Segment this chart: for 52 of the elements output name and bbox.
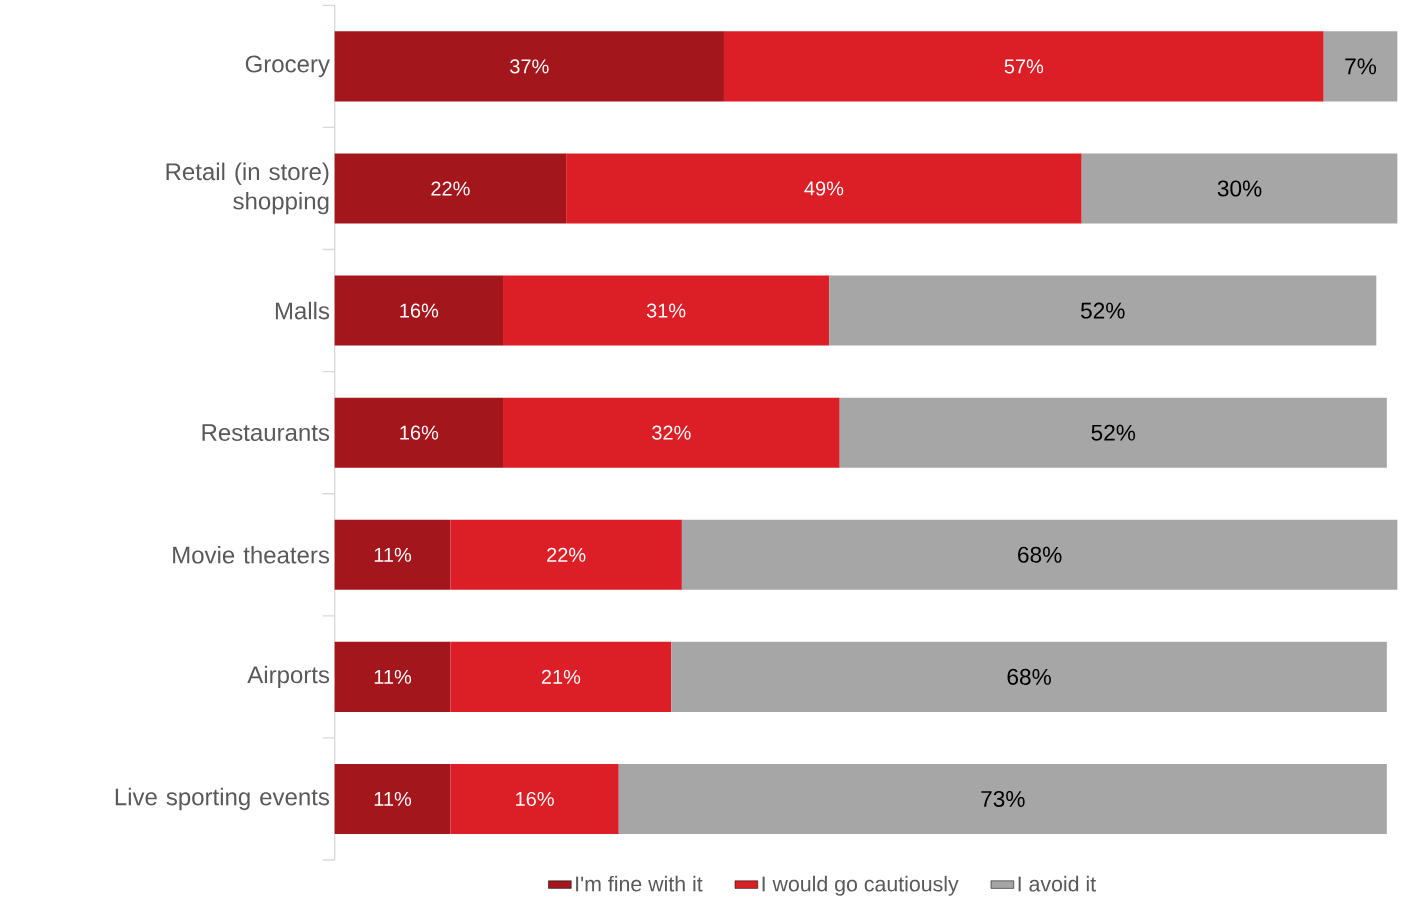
bar — [681, 519, 1398, 590]
data-label: 49% — [804, 181, 844, 196]
bar — [1081, 153, 1398, 224]
data-label: 7% — [1345, 58, 1377, 75]
data-label: 68% — [1007, 668, 1051, 685]
bar — [450, 519, 682, 590]
data-label: 30% — [1217, 180, 1262, 197]
bar — [566, 153, 1082, 224]
legend-label: I would go cautiously — [762, 875, 959, 896]
bar — [839, 397, 1387, 468]
y-tick-label: Movie theaters — [173, 545, 330, 564]
data-label: 11% — [374, 547, 412, 562]
data-label: 11% — [374, 669, 412, 684]
y-tick-label: Grocery — [245, 55, 330, 78]
data-label: 16% — [516, 791, 554, 807]
bar — [334, 397, 504, 468]
data-label: 57% — [1004, 59, 1044, 74]
legend-label: I'm fine with it — [576, 875, 703, 892]
data-label: 11% — [374, 791, 412, 806]
data-label: 52% — [1080, 302, 1125, 319]
data-label: 22% — [547, 547, 586, 562]
data-label: 21% — [541, 669, 581, 684]
bar — [723, 31, 1324, 102]
bar — [671, 641, 1387, 712]
bar — [334, 275, 504, 346]
bar — [503, 275, 830, 346]
data-label: 52% — [1091, 424, 1136, 441]
y-tick-label: Retail (in store) shopping — [166, 162, 329, 215]
data-label: 73% — [981, 790, 1025, 807]
legend-label: I avoid it — [1018, 875, 1096, 892]
data-label: 68% — [1018, 546, 1062, 563]
bar — [334, 519, 451, 590]
bar — [334, 31, 724, 102]
data-label: 22% — [431, 181, 470, 196]
bar — [334, 641, 451, 712]
bar — [450, 763, 619, 834]
data-label: 16% — [400, 425, 439, 440]
data-label: 37% — [510, 59, 549, 74]
data-label: 16% — [400, 303, 439, 318]
y-tick-label: Airports — [247, 665, 330, 689]
y-tick-label: Malls — [275, 301, 330, 320]
data-label: 32% — [652, 425, 691, 440]
bar — [503, 397, 840, 468]
y-tick-label: Restaurants — [202, 424, 330, 442]
bar — [334, 153, 567, 224]
y-tick-label: Live sporting events — [115, 787, 330, 811]
bar — [450, 641, 672, 712]
bar — [334, 763, 451, 834]
bar — [1323, 31, 1398, 102]
bar — [829, 275, 1377, 346]
bar — [618, 763, 1387, 834]
data-label: 31% — [646, 303, 686, 318]
